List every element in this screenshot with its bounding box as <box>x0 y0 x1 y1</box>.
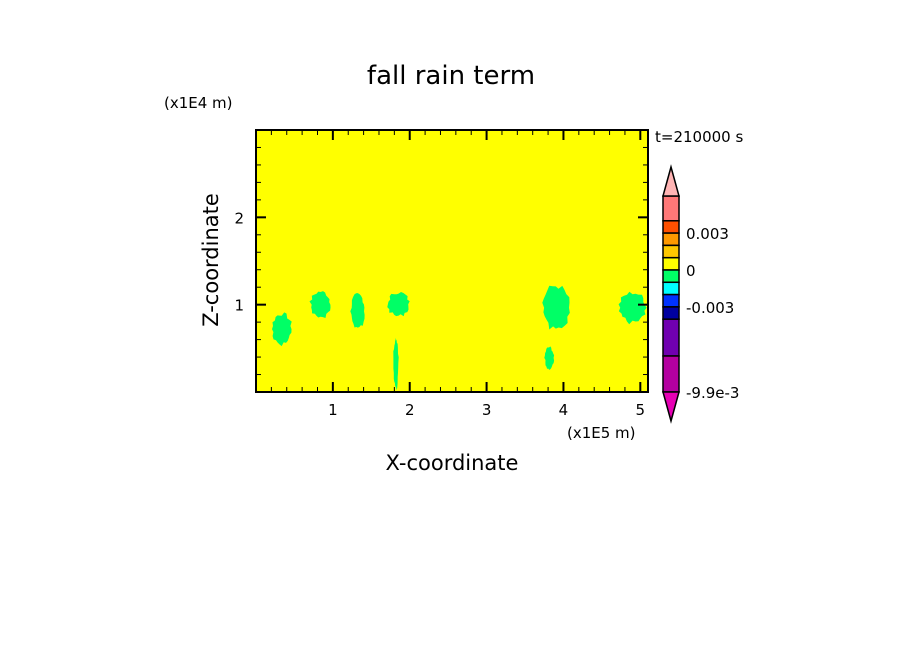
field-background <box>256 130 648 392</box>
chart-title: fall rain term <box>367 61 535 91</box>
colorbar-tick-label: 0.003 <box>686 225 729 243</box>
colorbar-band-2 <box>662 220 680 234</box>
contour-region-5 <box>393 337 399 391</box>
contour-region-6 <box>542 285 570 330</box>
colorbar-band-10 <box>662 318 680 357</box>
contour-region-8 <box>618 291 647 325</box>
colorbar-band-11 <box>662 355 680 393</box>
colorbar-band-6 <box>662 269 680 284</box>
colorbar-band-1 <box>662 195 680 222</box>
colorbar-band-5 <box>662 256 680 271</box>
x-unit-label: (x1E5 m) <box>567 424 636 442</box>
plot-area <box>255 129 649 393</box>
colorbar-band-8 <box>662 293 680 308</box>
x-tick-label: 3 <box>482 401 492 419</box>
colorbar-tick-label: 0 <box>686 262 696 280</box>
x-tick-label: 4 <box>559 401 569 419</box>
contour-region-7 <box>544 346 555 370</box>
y-unit-label: (x1E4 m) <box>164 94 233 112</box>
colorbar-band-9 <box>662 306 680 320</box>
time-label: t=210000 s <box>655 128 743 146</box>
y-axis-label: Z-coordinate <box>199 193 223 327</box>
x-tick-label: 1 <box>328 401 338 419</box>
colorbar-band-7 <box>662 281 680 296</box>
x-tick-label: 5 <box>636 401 646 419</box>
colorbar-over-triangle <box>662 164 680 197</box>
colorbar-under-triangle <box>662 391 680 424</box>
axis-ticks: 1 2 3 4 5 1 2 <box>234 130 648 419</box>
x-axis-label: X-coordinate <box>386 451 519 475</box>
contour-region-3 <box>350 293 365 328</box>
y-tick-label: 2 <box>234 209 244 227</box>
y-tick-label: 1 <box>234 297 244 315</box>
colorbar-tick-label: -9.9e-3 <box>686 384 739 402</box>
colorbar-band-3 <box>662 232 680 247</box>
contour-region-4 <box>387 292 410 317</box>
plot-frame <box>255 129 649 393</box>
colorbar-band-4 <box>662 244 680 259</box>
contour-region-2 <box>309 291 331 318</box>
colorbar-tick-label: -0.003 <box>686 299 734 317</box>
contour-region-1 <box>272 312 292 347</box>
colorbar: 0.003 0 -0.003 -9.9e-3 <box>662 164 739 424</box>
x-tick-label: 2 <box>405 401 415 419</box>
